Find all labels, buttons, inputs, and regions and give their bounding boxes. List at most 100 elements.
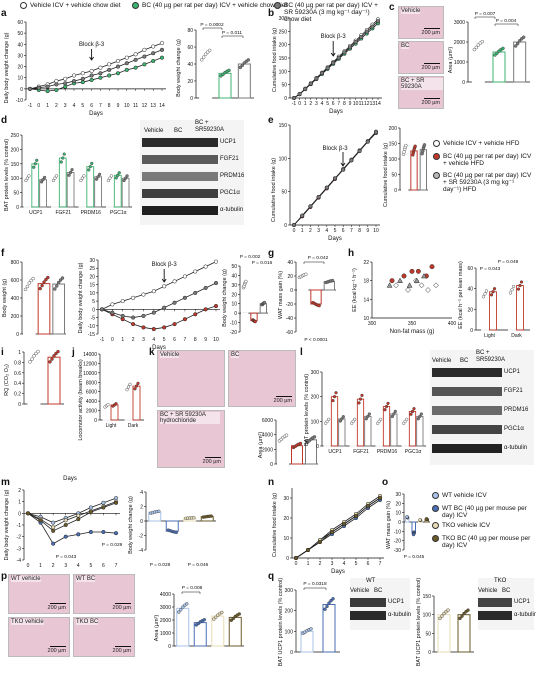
a-point	[36, 85, 41, 90]
f2-point	[141, 292, 146, 297]
f3-dot	[253, 319, 257, 324]
c-y-tick-label: 1000	[454, 60, 465, 66]
n-point	[377, 495, 383, 501]
f2-x-label: Days	[152, 345, 166, 351]
d-y-tick-label: 250	[11, 133, 20, 139]
h-point	[418, 282, 425, 289]
k-dot	[312, 435, 317, 439]
panel-label-h: h	[348, 248, 355, 259]
h2-dot	[518, 283, 522, 288]
a2-bar	[199, 55, 213, 99]
q2-y-tick-label: 0	[428, 650, 431, 656]
h-y-label: EE (kcal kg⁻¹ h⁻¹)	[352, 268, 358, 312]
b-block-label: Block β-3	[321, 34, 347, 40]
l-dot	[338, 419, 342, 423]
n-x-tick-label: 1	[307, 561, 310, 567]
legend-label: Vehicle ICV + vehicle HFD	[443, 140, 520, 147]
scale-bar	[115, 645, 131, 647]
g-y-tick-label: -20	[286, 302, 293, 308]
l-dot	[383, 408, 387, 412]
e-x-tick-label: 6	[342, 228, 345, 234]
e-point	[373, 130, 379, 135]
l-y-tick-label: 0	[316, 444, 319, 450]
b-x-tick-label: 4	[321, 101, 324, 107]
e-y-tick-label: 0	[284, 223, 287, 229]
a-y-tick-label: 30	[17, 53, 23, 59]
legend-e-bc-sr: BC (40 µg per rat per day) ICV + SR 5923…	[433, 172, 533, 193]
a-point	[115, 58, 121, 64]
blot-row-label: α-tubulin	[388, 612, 412, 618]
m-pvalue: P = 0.043	[56, 554, 77, 560]
c-pvalue: P = 0.004	[496, 18, 517, 24]
l-dot	[364, 417, 368, 421]
d-y-tick-label: 50	[13, 191, 19, 197]
m-point	[88, 529, 93, 535]
n-x-tick-label: 6	[367, 561, 370, 567]
blot-row-label: FGF21	[220, 156, 239, 162]
scale-bar	[50, 645, 66, 647]
panel-label-j: j	[72, 347, 75, 358]
h-point	[406, 282, 413, 288]
h-point	[415, 268, 421, 274]
legend-marker-bc-sr	[433, 172, 440, 179]
f2-y-tick-label: -10	[88, 324, 95, 330]
blot-group-label: WT	[366, 578, 376, 584]
l-bar	[330, 396, 339, 447]
blot-band	[432, 444, 502, 453]
f2-point	[151, 289, 156, 294]
l-dot	[390, 414, 394, 419]
m-point	[51, 525, 56, 530]
p-dot	[177, 610, 181, 614]
b-point	[359, 34, 364, 39]
d-dot	[54, 174, 59, 178]
a-x-tick-label: 6	[90, 103, 93, 109]
m2-pvalue: P = 0.046	[188, 562, 209, 568]
j-dot	[126, 385, 131, 389]
l-bar	[416, 415, 424, 447]
scale-bar	[424, 62, 440, 64]
a-point	[89, 77, 94, 82]
blot-row-label: PRDM16	[220, 173, 245, 179]
a-point	[98, 65, 103, 70]
d-dot	[82, 174, 86, 178]
l-y-tick-label: 100	[311, 419, 320, 425]
f2-x-tick-label: 6	[173, 337, 176, 343]
c-y-label: Area (µm²)	[448, 47, 454, 74]
o-y-tick-label: -10	[394, 529, 401, 535]
h2-bar	[481, 293, 489, 331]
blot-row-label: PRDM16	[504, 407, 529, 413]
h2-y-tick-label: 0	[470, 328, 473, 334]
d-dot	[97, 172, 102, 176]
blot-column-label: Vehicle	[350, 588, 370, 594]
h2-pvalue: P = 0.049	[498, 259, 519, 265]
a-point	[124, 67, 129, 72]
e-x-tick-label: 4	[325, 228, 328, 234]
blot-row-label: UCP1	[504, 369, 521, 375]
b-x-label: Days	[329, 109, 343, 115]
e2-y-tick-label: 50	[391, 173, 397, 179]
i-dot	[30, 357, 34, 361]
g-dot	[330, 278, 335, 283]
blot-group-label: TKO	[494, 578, 507, 584]
f2-x-tick-label: 3	[142, 337, 145, 343]
k-y-tick-label: 6000	[262, 418, 273, 424]
i-y-tick-label: 0.8	[14, 360, 21, 366]
d-dot	[68, 170, 73, 175]
a-y-label: Daily body weight change (g)	[4, 32, 10, 103]
q1-dot	[309, 627, 313, 631]
blot-band	[350, 611, 386, 620]
p-y-tick-label: 0	[168, 644, 171, 650]
n-x-tick-label: 7	[379, 561, 382, 567]
p-dot	[231, 616, 235, 621]
e-x-label: Days	[328, 236, 342, 242]
a-y-tick-label: 0	[20, 87, 23, 93]
a-series-line	[29, 49, 163, 90]
d-dot	[51, 178, 56, 183]
legend-o-wt-vehicle: WT vehicle ICV	[432, 492, 487, 499]
h2-dot	[510, 288, 514, 292]
f3-pvalue: P = 0.016	[252, 260, 273, 266]
e-x-tick-label: 3	[317, 228, 320, 234]
f2-x-tick-label: 4	[152, 337, 155, 343]
a-x-tick-label: 13	[150, 103, 156, 109]
a-point	[80, 80, 85, 85]
